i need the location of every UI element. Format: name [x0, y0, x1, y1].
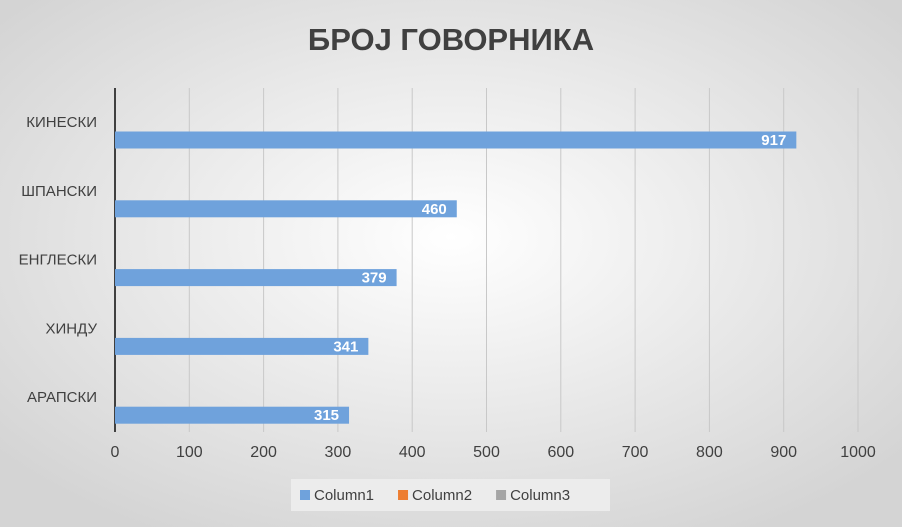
value-label: 379: [362, 270, 387, 287]
bar: [115, 269, 397, 287]
x-tick-label: 700: [622, 444, 649, 461]
bar: [115, 131, 797, 149]
legend-swatch: [300, 490, 310, 500]
chart-title: БРОЈ ГОВОРНИКА: [308, 22, 594, 57]
x-tick-label: 1000: [840, 444, 876, 461]
legend-label: Column3: [510, 487, 570, 504]
legend-swatch: [398, 490, 409, 500]
value-label: 917: [761, 132, 786, 149]
y-tick-label: ЕНГЛЕСКИ: [19, 252, 97, 269]
x-tick-label: 300: [325, 444, 352, 461]
legend-label: Column2: [412, 487, 472, 504]
x-tick-label: 200: [250, 444, 277, 461]
y-tick-label: ШПАНСКИ: [21, 183, 97, 200]
value-label: 460: [422, 201, 447, 218]
x-tick-label: 800: [696, 444, 723, 461]
bar: [115, 337, 369, 355]
x-tick-label: 400: [399, 444, 426, 461]
x-tick-label: 100: [176, 444, 203, 461]
x-tick-label: 500: [473, 444, 500, 461]
value-label: 315: [314, 407, 339, 424]
x-tick-label: 0: [111, 444, 120, 461]
bar: [115, 200, 457, 218]
y-tick-label: АРАПСКИ: [27, 389, 97, 406]
legend-box: [291, 479, 610, 511]
value-label: 341: [333, 338, 358, 355]
legend-label: Column1: [314, 487, 374, 504]
x-tick-label: 900: [770, 444, 797, 461]
y-tick-label: КИНЕСКИ: [26, 114, 97, 131]
legend-swatch: [496, 490, 507, 500]
y-tick-label: ХИНДУ: [46, 320, 98, 337]
bar: [115, 406, 350, 424]
x-tick-label: 600: [547, 444, 574, 461]
